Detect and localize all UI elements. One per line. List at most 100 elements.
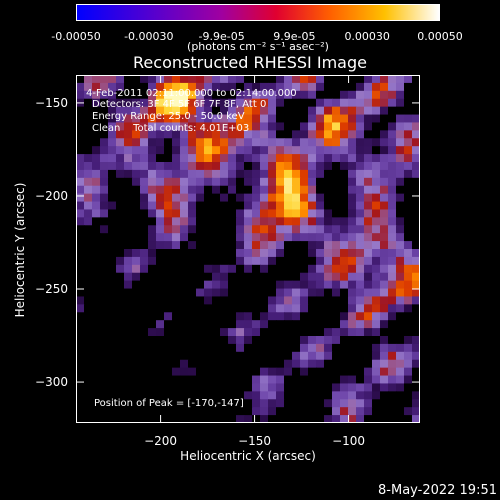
heatmap-cell: [364, 201, 373, 211]
heatmap-cell: [356, 328, 365, 337]
heatmap-cell: [172, 336, 181, 345]
heatmap-cell: [316, 280, 325, 290]
heatmap-cell: [180, 343, 189, 353]
heatmap-cell: [340, 280, 349, 290]
heatmap-cell: [308, 162, 317, 171]
heatmap-cell: [268, 201, 277, 211]
heatmap-cell: [268, 375, 277, 385]
heatmap-cell: [324, 114, 333, 124]
heatmap-cell: [212, 162, 221, 171]
heatmap-cell: [292, 201, 301, 211]
heatmap-cell: [324, 122, 333, 131]
heatmap-cell: [84, 201, 93, 211]
heatmap-cell: [324, 82, 333, 92]
heatmap-cell: [140, 336, 149, 345]
heatmap-cell: [252, 146, 261, 155]
heatmap-cell: [252, 138, 261, 147]
heatmap-cells: [76, 75, 420, 423]
heatmap-cell: [196, 296, 205, 305]
heatmap-cell: [204, 367, 213, 377]
heatmap-cell: [100, 82, 109, 92]
heatmap-cell: [116, 415, 125, 423]
heatmap-cell: [332, 154, 341, 163]
heatmap-cell: [372, 320, 381, 329]
heatmap-cell: [148, 399, 157, 408]
heatmap-cell: [76, 138, 85, 147]
heatmap-cell: [212, 106, 221, 116]
heatmap-cell: [380, 98, 389, 108]
heatmap-cell: [92, 415, 101, 423]
heatmap-cell: [100, 359, 109, 369]
heatmap-cell: [388, 288, 397, 298]
heatmap-cell: [180, 351, 189, 361]
heatmap-cell: [228, 280, 237, 290]
heatmap-cell: [132, 90, 141, 100]
heatmap-cell: [196, 312, 205, 321]
heatmap-cell: [180, 106, 189, 116]
heatmap-cell: [236, 209, 245, 218]
heatmap-cell: [364, 375, 373, 385]
heatmap-cell: [148, 209, 157, 218]
heatmap-cell: [356, 98, 365, 108]
heatmap-cell: [204, 280, 213, 290]
heatmap-cell: [412, 304, 420, 313]
heatmap-cell: [396, 367, 405, 377]
heatmap-cell: [116, 193, 125, 203]
heatmap-cell: [412, 138, 420, 147]
heatmap-cell: [396, 249, 405, 258]
heatmap-cell: [340, 98, 349, 108]
heatmap-cell: [300, 185, 309, 195]
heatmap-cell: [220, 343, 229, 353]
heatmap-cell: [244, 336, 253, 345]
heatmap-cell: [396, 209, 405, 218]
heatmap-cell: [396, 75, 405, 84]
colorbar: [76, 4, 440, 21]
heatmap-cell: [196, 280, 205, 290]
heatmap-cell: [228, 75, 237, 84]
heatmap-cell: [308, 249, 317, 258]
heatmap-cell: [172, 75, 181, 84]
heatmap-cell: [356, 82, 365, 92]
heatmap-cell: [284, 288, 293, 298]
heatmap-cell: [332, 288, 341, 298]
heatmap-cell: [252, 343, 261, 353]
heatmap-cell: [172, 343, 181, 353]
heatmap-cell: [284, 193, 293, 203]
heatmap-cell: [228, 272, 237, 282]
heatmap-cell: [308, 90, 317, 100]
heatmap-cell: [308, 82, 317, 92]
heatmap-cell: [404, 288, 413, 298]
heatmap-cell: [332, 280, 341, 290]
heatmap-cell: [260, 343, 269, 353]
heatmap-cell: [404, 90, 413, 100]
heatmap-cell: [268, 209, 277, 218]
heatmap-cell: [316, 249, 325, 258]
heatmap-cell: [324, 304, 333, 313]
heatmap-cell: [260, 106, 269, 116]
heatmap-cell: [204, 359, 213, 369]
heatmap-cell: [268, 399, 277, 408]
heatmap-cell: [228, 193, 237, 203]
heatmap-cell: [84, 320, 93, 329]
heatmap-cell: [260, 241, 269, 250]
heatmap-cell: [132, 130, 141, 139]
heatmap-cell: [140, 138, 149, 147]
heatmap-cell: [292, 75, 301, 84]
heatmap-cell: [388, 359, 397, 369]
heatmap-cell: [364, 169, 373, 179]
heatmap-cell: [100, 272, 109, 282]
heatmap-cell: [188, 154, 197, 163]
heatmap-cell: [388, 154, 397, 163]
heatmap-cell: [236, 343, 245, 353]
colorbar-tick-label: 9.9e-05: [273, 30, 316, 43]
heatmap-cell: [244, 359, 253, 369]
heatmap-cell: [156, 233, 165, 242]
heatmap-cell: [204, 114, 213, 124]
heatmap-cell: [132, 185, 141, 195]
heatmap-cell: [356, 351, 365, 361]
heatmap-cell: [140, 146, 149, 155]
heatmap-cell: [228, 336, 237, 345]
heatmap-cell: [404, 367, 413, 377]
heatmap-cell: [84, 280, 93, 290]
heatmap-cell: [244, 256, 253, 266]
